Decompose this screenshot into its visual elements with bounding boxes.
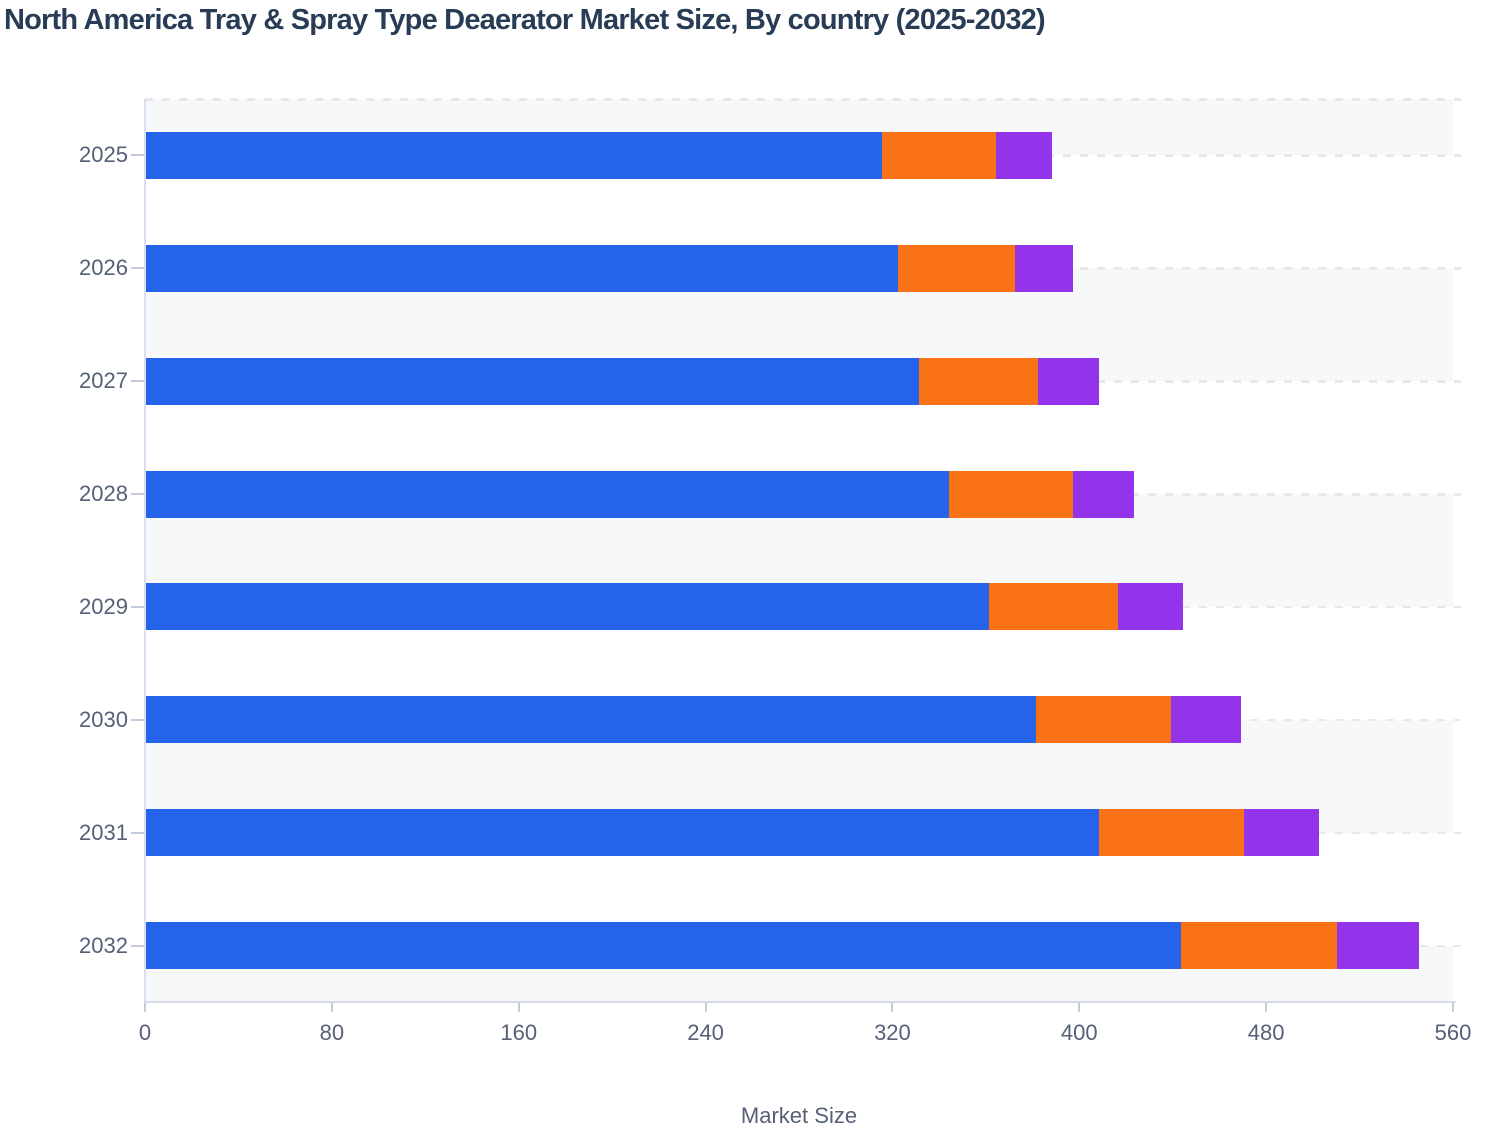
y-tick-label-2030: 2030: [79, 706, 128, 732]
x-tick: [517, 1003, 520, 1012]
x-tick-label-240: 240: [687, 1020, 724, 1045]
x-tick: [891, 1003, 894, 1012]
y-tick: [131, 493, 144, 496]
bar-segment-2026-series-orange[interactable]: [898, 244, 1015, 292]
y-tick: [131, 267, 144, 270]
bar-segment-2027-series-purple[interactable]: [1038, 357, 1099, 405]
dashed-gridline: [145, 98, 1461, 101]
bar-segment-2028-series-blue[interactable]: [146, 470, 950, 518]
x-tick-label-0: 0: [138, 1020, 152, 1045]
x-tick: [704, 1003, 707, 1012]
bar-segment-2031-series-blue[interactable]: [146, 809, 1099, 857]
bar-segment-2026-series-blue[interactable]: [146, 244, 899, 292]
x-axis-line: [144, 1001, 1456, 1003]
bar-segment-2029-series-orange[interactable]: [989, 583, 1118, 631]
x-tick: [144, 1003, 146, 1012]
x-tick-label-80: 80: [319, 1020, 345, 1045]
bar-segment-2026-series-purple[interactable]: [1014, 244, 1074, 292]
chart-title: North America Tray & Spray Type Deaerato…: [4, 4, 1046, 36]
y-tick: [131, 944, 144, 947]
x-tick: [1452, 1003, 1454, 1012]
bar-segment-2028-series-purple[interactable]: [1073, 470, 1134, 518]
bar-segment-2025-series-blue[interactable]: [146, 131, 882, 179]
bar-segment-2027-series-orange[interactable]: [919, 357, 1039, 405]
bar-segment-2025-series-orange[interactable]: [881, 131, 997, 179]
bar-segment-2031-series-orange[interactable]: [1098, 809, 1244, 857]
bar-segment-2029-series-purple[interactable]: [1117, 583, 1184, 631]
bar-segment-2028-series-orange[interactable]: [949, 470, 1074, 518]
x-tick: [330, 1003, 333, 1012]
y-tick-label-2025: 2025: [79, 142, 128, 168]
y-tick: [131, 380, 144, 383]
bar-segment-2029-series-blue[interactable]: [146, 583, 990, 631]
x-tick-label-320: 320: [874, 1020, 911, 1045]
bar-segment-2030-series-orange[interactable]: [1035, 696, 1172, 744]
y-tick-label-2026: 2026: [79, 255, 128, 281]
plot-area: [145, 98, 1461, 1002]
bar-segment-2032-series-orange[interactable]: [1180, 922, 1338, 970]
x-tick: [1078, 1003, 1081, 1012]
x-tick-label-480: 480: [1247, 1020, 1285, 1045]
bar-segment-2031-series-purple[interactable]: [1243, 809, 1319, 857]
x-tick-label-560: 560: [1434, 1020, 1472, 1045]
y-tick-label-2032: 2032: [79, 932, 128, 958]
y-tick: [131, 154, 144, 157]
y-tick: [131, 605, 144, 608]
bar-segment-2032-series-blue[interactable]: [146, 922, 1181, 970]
bar-segment-2030-series-purple[interactable]: [1171, 696, 1242, 744]
y-tick-label-2031: 2031: [79, 819, 128, 845]
x-tick-label-400: 400: [1060, 1020, 1098, 1045]
bar-segment-2025-series-purple[interactable]: [996, 131, 1053, 179]
bar-segment-2030-series-blue[interactable]: [146, 696, 1036, 744]
bar-segment-2027-series-blue[interactable]: [146, 357, 920, 405]
x-axis-title: Market Size: [740, 1103, 858, 1128]
y-tick: [131, 831, 144, 834]
y-axis-line: [144, 99, 146, 1002]
x-tick-label-160: 160: [500, 1020, 538, 1045]
y-tick-label-2028: 2028: [79, 481, 128, 507]
bar-segment-2032-series-purple[interactable]: [1337, 922, 1419, 970]
x-tick: [1265, 1003, 1268, 1012]
y-tick: [131, 718, 144, 721]
y-tick-label-2029: 2029: [79, 593, 128, 619]
y-tick-label-2027: 2027: [79, 368, 128, 394]
